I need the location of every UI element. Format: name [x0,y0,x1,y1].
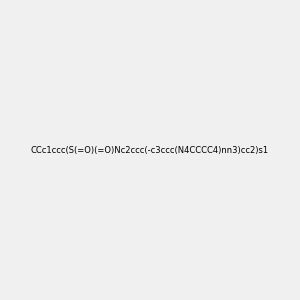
Text: CCc1ccc(S(=O)(=O)Nc2ccc(-c3ccc(N4CCCC4)nn3)cc2)s1: CCc1ccc(S(=O)(=O)Nc2ccc(-c3ccc(N4CCCC4)n… [31,146,269,154]
